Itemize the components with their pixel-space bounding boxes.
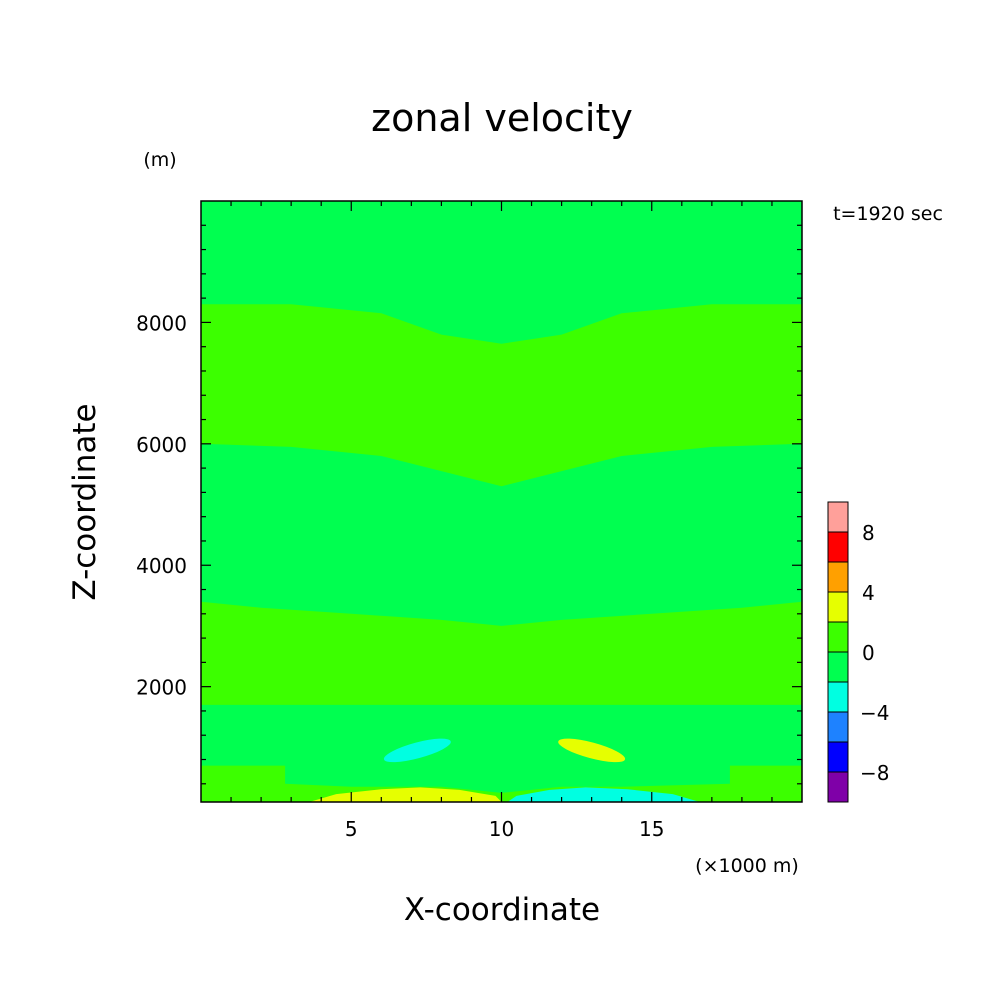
x-tick-label: 10	[489, 817, 514, 841]
colorbar-swatch	[827, 561, 849, 593]
contour-region-middle-band-left	[201, 443, 502, 626]
colorbar-swatch	[827, 591, 849, 623]
colorbar-label: −4	[860, 701, 889, 725]
x-tick-label: 15	[639, 817, 664, 841]
colorbar-label: 4	[862, 581, 875, 605]
contour-region-positive-cell	[558, 738, 626, 763]
contour-region-surface-positive	[309, 787, 502, 802]
colorbar-swatch	[827, 651, 849, 683]
x-tick-label: 5	[345, 817, 358, 841]
colorbar-swatch	[827, 681, 849, 713]
y-tick-label: 6000	[136, 433, 187, 457]
y-tick-labels: 2000 4000 6000 8000	[136, 311, 187, 699]
colorbar-label: 8	[862, 521, 875, 545]
colorbar-swatch	[827, 501, 849, 533]
colorbar	[827, 501, 849, 803]
contour-region-middle-band-right	[501, 443, 802, 626]
colorbar-swatch	[827, 711, 849, 743]
plot-frame	[200, 200, 803, 803]
y-tick-label: 4000	[136, 554, 187, 578]
x-unit-label: (×1000 m)	[695, 855, 799, 877]
contour-region-upper-band-right	[501, 201, 802, 344]
y-axis-title: Z-coordinate	[67, 403, 103, 600]
time-label: t=1920 sec	[833, 203, 943, 225]
colorbar-labels: 8 4 0 −4 −8	[860, 521, 889, 785]
colorbar-label: 0	[862, 641, 875, 665]
colorbar-swatch	[827, 621, 849, 653]
y-tick-label: 8000	[136, 311, 187, 335]
x-axis-title: X-coordinate	[404, 892, 600, 928]
x-tick-labels: 5 10 15	[345, 817, 665, 841]
colorbar-swatch	[827, 531, 849, 563]
colorbar-label: −8	[860, 761, 889, 785]
chart-title: zonal velocity	[371, 96, 633, 140]
colorbar-swatch	[827, 771, 849, 803]
contour-region-lower-band	[201, 704, 802, 793]
colorbar-swatch	[827, 741, 849, 773]
axis-ticks	[201, 201, 802, 802]
y-unit-label: (m)	[143, 149, 176, 171]
y-tick-label: 2000	[136, 676, 187, 700]
contour-region-negative-cell	[383, 738, 451, 763]
contour-fills	[201, 201, 802, 802]
contour-region-upper-band-left	[201, 201, 502, 344]
